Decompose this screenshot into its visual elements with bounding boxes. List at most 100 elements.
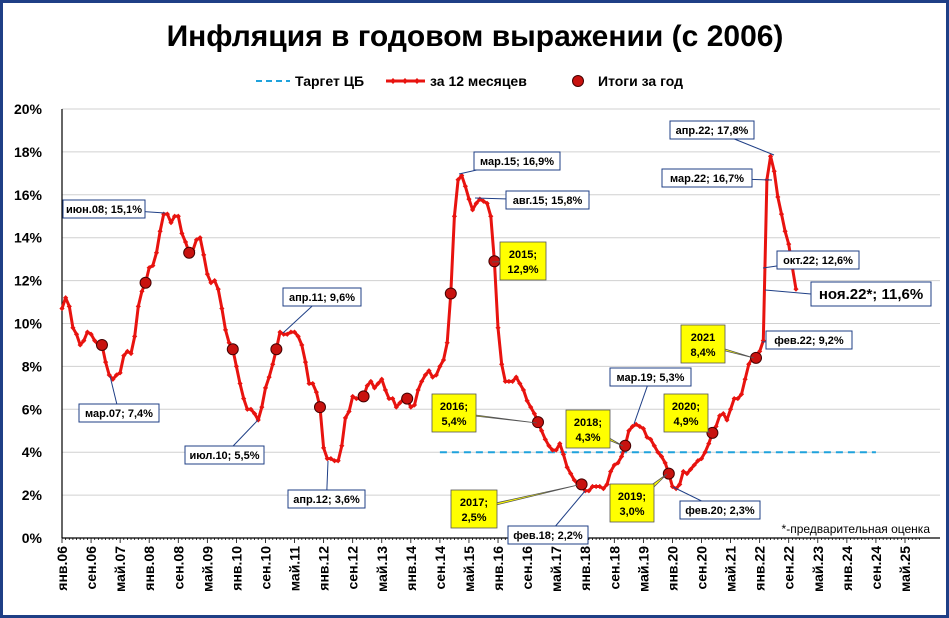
x-tick-label: янв.24 <box>839 546 855 591</box>
series-point <box>549 447 556 453</box>
series-point <box>342 415 349 421</box>
series-point <box>277 329 283 335</box>
series-point <box>640 426 646 432</box>
series-point <box>586 488 592 494</box>
series-point <box>713 423 719 430</box>
y-axis: 0% 2% 4% 6% 8% 10% 12% 14% 16% 18% 20% <box>14 101 63 546</box>
callout-box <box>505 190 590 210</box>
y-tick-label: 0% <box>22 530 43 546</box>
x-tick-label: янв.06 <box>54 546 70 591</box>
series-point <box>626 428 632 434</box>
series-point <box>132 333 138 339</box>
series-point <box>313 389 319 395</box>
series-point <box>695 458 701 464</box>
series-point <box>73 331 80 337</box>
callout-label: окт.22; 12,6% <box>783 255 853 267</box>
callout-year: 2016; <box>440 401 468 413</box>
callout-label-latest: ноя.22*; 11,6% <box>819 286 923 303</box>
series-point <box>371 385 378 391</box>
series-point <box>364 383 370 389</box>
legend-marker-monthly <box>390 78 396 84</box>
series-point <box>644 434 650 440</box>
series-point <box>506 378 512 385</box>
series-point <box>793 286 799 292</box>
series-point <box>517 380 523 387</box>
annotations: июн.08; 15,1% мар.07; 7,4% июл.10; 5,5% апр… <box>62 120 932 545</box>
callout-box <box>184 445 265 465</box>
callout-value: 5,4% <box>441 416 466 428</box>
callout-box-yellow <box>450 489 498 529</box>
series-point <box>455 177 461 183</box>
series-point <box>201 252 207 258</box>
series-point <box>433 372 439 378</box>
series-point <box>451 213 458 219</box>
year-total-point <box>313 401 326 414</box>
x-tick-label: сен.12 <box>345 546 361 590</box>
series-point <box>81 338 87 344</box>
series-point <box>393 404 399 410</box>
callout-box <box>765 330 853 350</box>
series-point <box>106 372 112 378</box>
series-point <box>469 207 476 213</box>
year-total-point <box>488 255 501 268</box>
x-tick-label: май.13 <box>374 546 390 592</box>
y-tick-label: 10% <box>14 316 43 332</box>
series-point <box>502 378 508 385</box>
x-tick-label: май.11 <box>287 546 303 591</box>
callout-box <box>661 168 753 188</box>
chart-title: Инфляция в годовом выражении (с 2006) <box>167 20 784 53</box>
series-point <box>212 278 218 284</box>
callout-label: авг.15; 15,8% <box>513 195 583 207</box>
series-point <box>669 483 676 490</box>
y-tick-label: 14% <box>14 230 43 246</box>
series-point <box>513 374 519 380</box>
series-point <box>771 168 777 174</box>
series-point <box>611 462 617 468</box>
series-point <box>251 410 258 417</box>
callout-box <box>679 500 761 520</box>
series-point <box>531 410 537 417</box>
year-total-point <box>619 439 632 452</box>
series-point <box>386 395 392 402</box>
callout-year: 2020; <box>672 401 700 413</box>
x-tick-label: сен.08 <box>170 546 186 590</box>
callout-year: 2015; <box>509 249 537 261</box>
series-point <box>684 471 690 477</box>
series-point <box>717 413 723 419</box>
callout-box <box>776 250 860 270</box>
x-tick-label: май.19 <box>635 546 651 592</box>
callout-box-yellow <box>680 324 726 364</box>
series-point <box>648 436 654 442</box>
series-point <box>113 372 120 378</box>
series-point <box>553 447 559 453</box>
series-point <box>459 172 465 179</box>
legend-label-monthly: за 12 месяцев <box>430 73 527 89</box>
series-point <box>103 359 109 365</box>
callout-box-yellow <box>609 483 655 523</box>
series-point <box>408 404 414 410</box>
x-tick-label: май.15 <box>461 546 477 592</box>
callout-box <box>507 525 589 545</box>
series-point <box>524 398 530 404</box>
series-point <box>760 338 766 344</box>
series-point <box>219 305 225 312</box>
series-point <box>335 458 341 464</box>
series-point <box>172 213 178 219</box>
callout-value: 4,9% <box>673 416 698 428</box>
callout-value: 4,3% <box>575 432 600 444</box>
series-point <box>270 361 276 367</box>
series-point <box>84 329 91 335</box>
series-point <box>77 342 83 348</box>
callout-box <box>62 199 146 219</box>
y-tick-label: 4% <box>22 444 43 460</box>
series-point <box>419 378 425 385</box>
series-point <box>688 466 694 472</box>
series-point <box>288 329 294 335</box>
series-point <box>440 357 447 363</box>
x-tick-label: май.23 <box>810 546 826 592</box>
series-point <box>509 378 516 385</box>
series-point <box>633 421 639 427</box>
series-point <box>153 250 160 256</box>
series-point <box>560 451 567 457</box>
series-point <box>375 380 381 387</box>
